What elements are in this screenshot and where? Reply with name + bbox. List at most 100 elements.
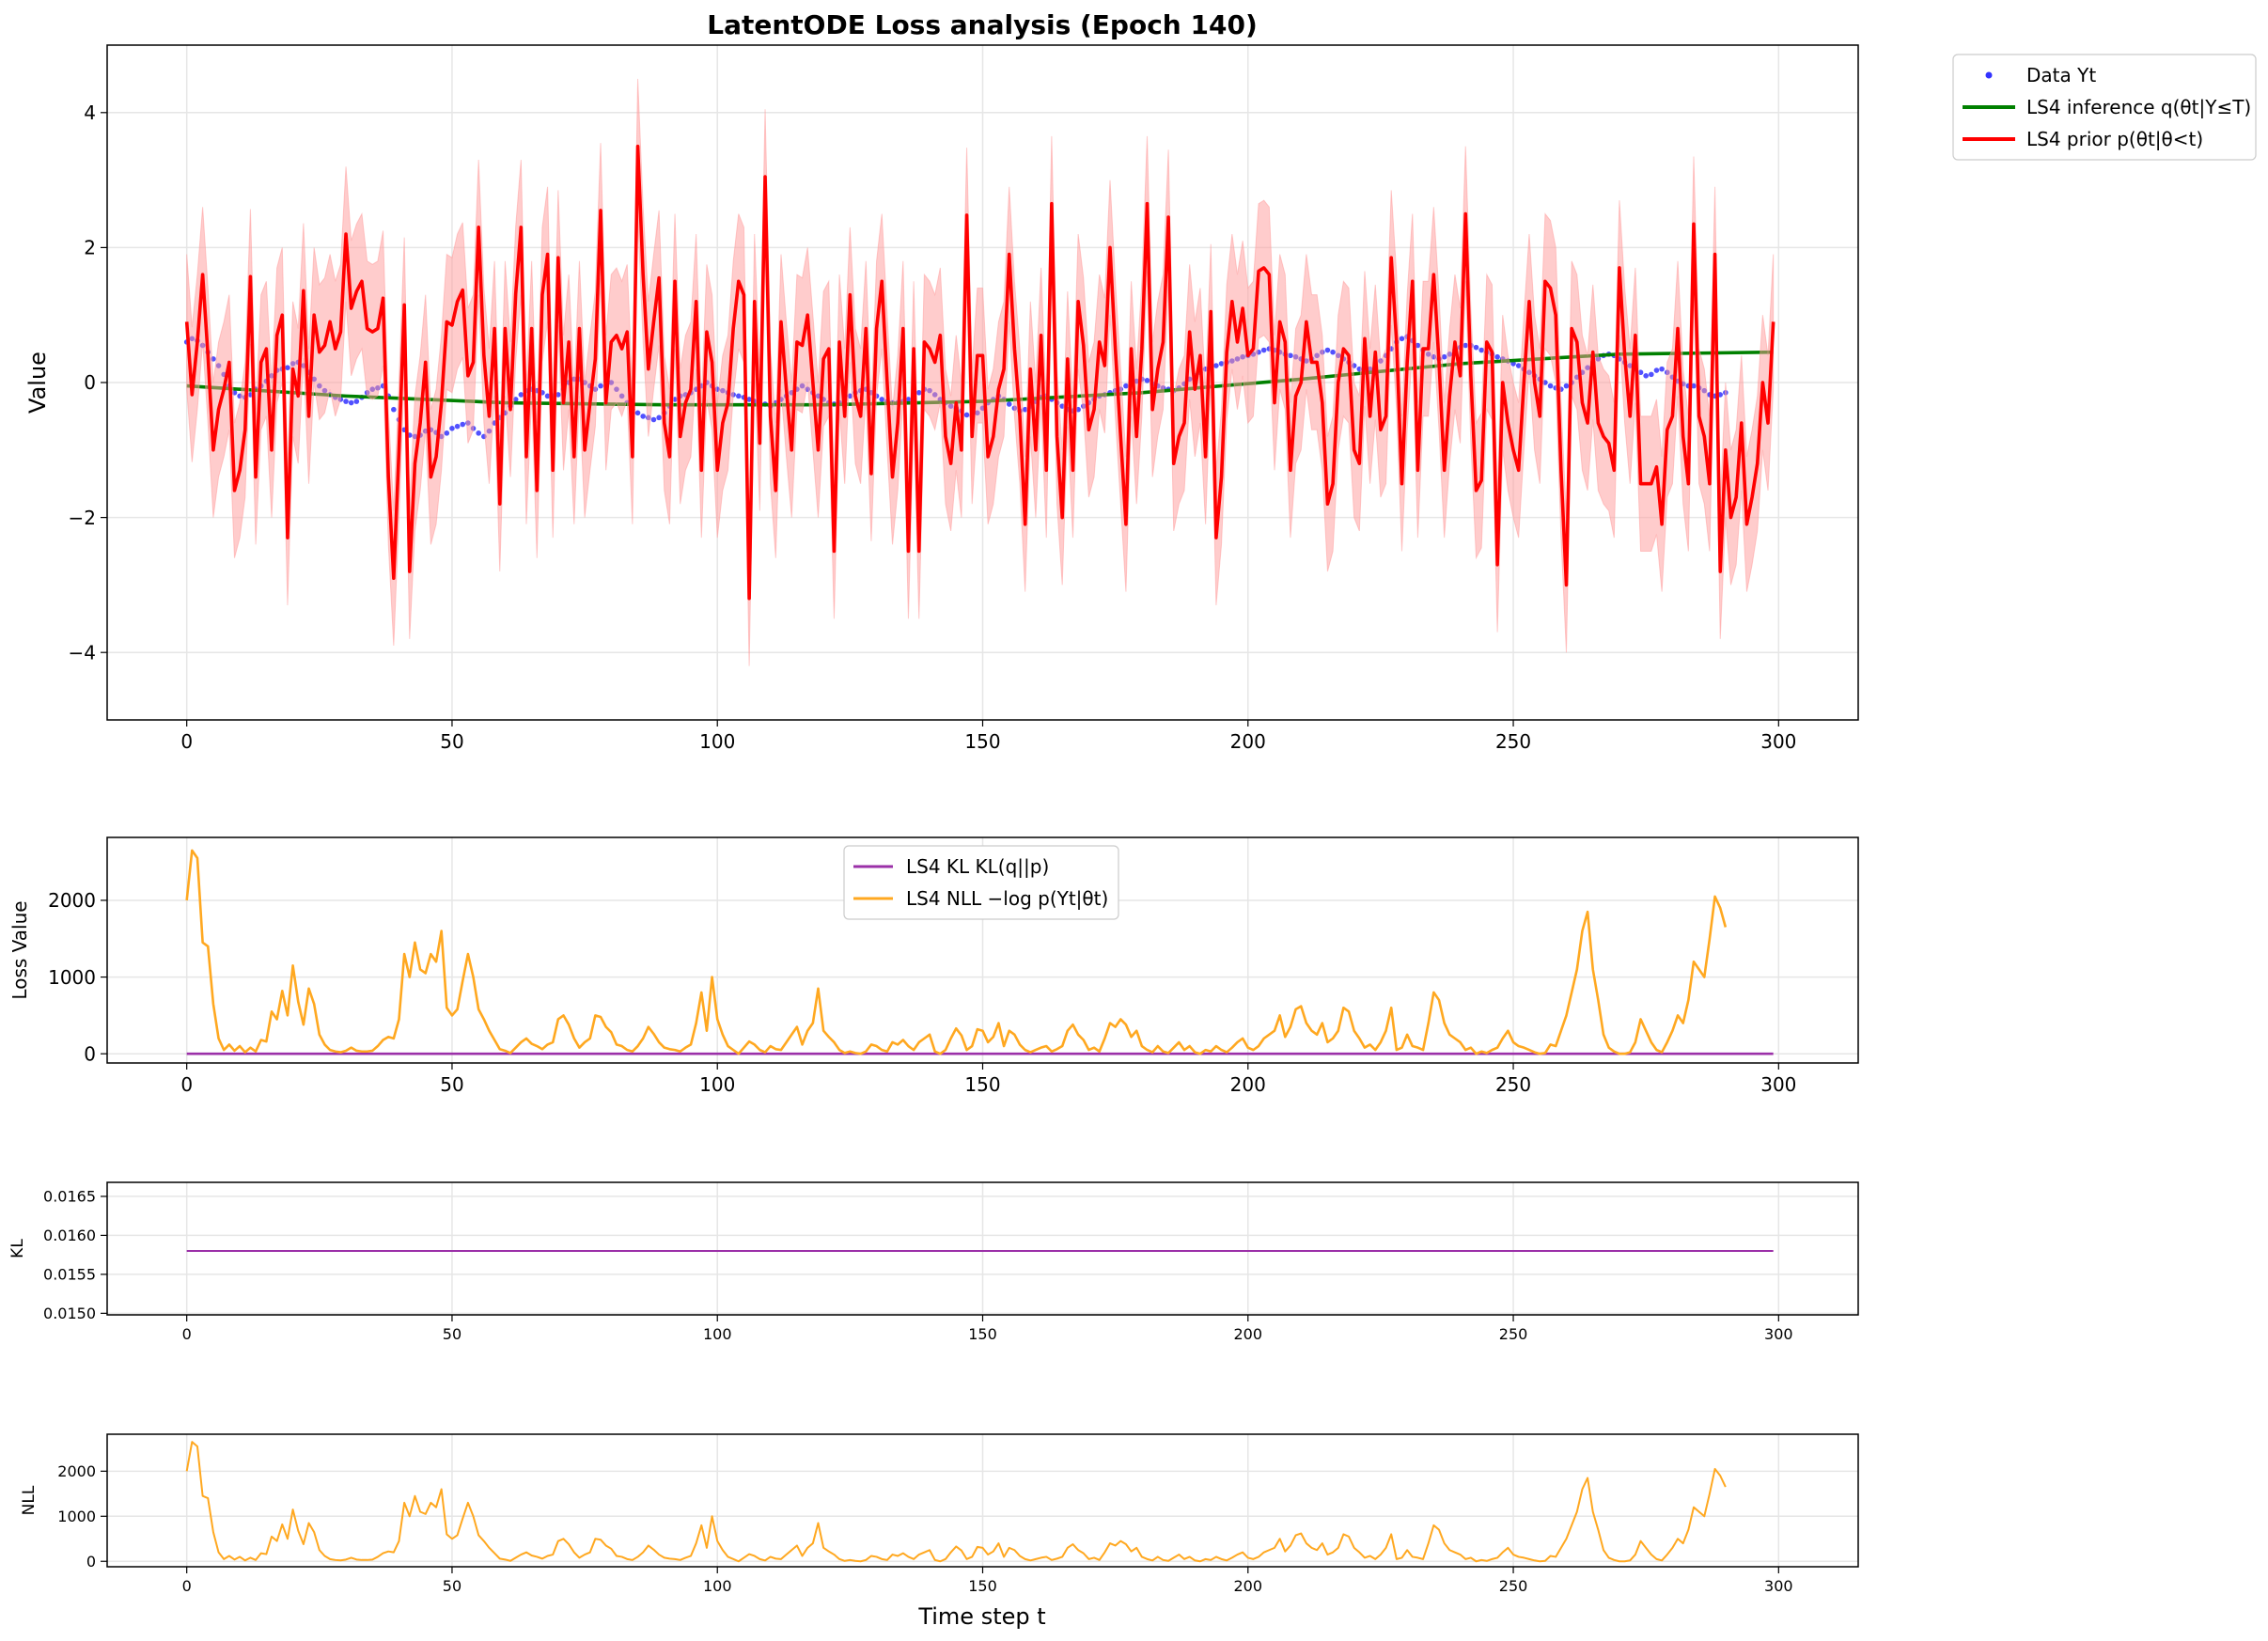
axes-frame: [106, 44, 1859, 721]
x-tick-label: 100: [699, 730, 735, 753]
y-tick-label: 0: [84, 371, 96, 394]
data-point: [1123, 383, 1129, 389]
data-point: [1691, 383, 1697, 389]
nll-line: [185, 1441, 1727, 1563]
data-point: [343, 399, 349, 404]
axes-frame: [106, 836, 1859, 1064]
data-point: [963, 412, 970, 418]
y-axis-label: KL: [8, 1239, 27, 1258]
x-tick-label: 0: [182, 1577, 192, 1595]
data-point: [1260, 347, 1267, 353]
axes-frame: [106, 1181, 1859, 1316]
data-point: [905, 397, 912, 402]
data-point: [454, 423, 461, 430]
data-point: [879, 397, 885, 402]
x-tick-label: 0: [180, 1073, 193, 1096]
legend-label: LS4 inference q(θt|Y≤T): [2026, 96, 2251, 118]
x-tick-label: 100: [699, 1073, 735, 1096]
data-point: [598, 383, 603, 389]
data-point: [1643, 373, 1649, 379]
y-tick-label: 0: [86, 1553, 96, 1571]
x-tick-label: 200: [1230, 1073, 1266, 1096]
data-point: [1494, 353, 1500, 360]
y-axis-label: NLL: [20, 1485, 39, 1515]
y-tick-label: −2: [69, 507, 96, 529]
x-tick-label: 100: [703, 1325, 732, 1343]
data-point: [736, 393, 742, 399]
panel-kl: 0 50 100 150 200 250 300 0.0150 0.0155 0.0160 0.01…: [8, 1181, 1859, 1343]
data-point: [746, 397, 752, 402]
data-point: [1653, 367, 1660, 373]
data-point: [1218, 361, 1225, 367]
legend-box: [843, 845, 1119, 920]
nll-line: [185, 849, 1728, 1055]
y-tick-label: 2: [84, 237, 96, 259]
legend-main: Data Yt LS4 inference q(θt|Y≤T) LS4 prior …: [1952, 54, 2257, 161]
x-tick-label: 50: [440, 730, 463, 753]
data-point: [1510, 361, 1516, 367]
x-tick-label: 300: [1760, 730, 1796, 753]
data-point: [1399, 336, 1405, 342]
data-point: [1213, 363, 1219, 368]
data-point: [391, 406, 397, 413]
data-point: [1324, 347, 1331, 353]
data-point: [449, 426, 455, 431]
prior-uncertainty-band: [186, 78, 1775, 666]
legend-box: [1952, 54, 2257, 161]
data-point: [348, 399, 354, 406]
panel-main: 0 50 100 150 200 250 300 −4 −2 0 2 4 Value Data Yt LS4…: [24, 44, 2257, 753]
x-tick-label: 250: [1499, 1325, 1528, 1343]
x-tick-label: 250: [1495, 1073, 1531, 1096]
y-tick-label: 0.0155: [43, 1266, 96, 1284]
x-tick-label: 150: [968, 1577, 997, 1595]
data-point: [1441, 353, 1447, 360]
data-point: [1330, 349, 1336, 355]
x-axis-label: Time step t: [917, 1603, 1045, 1630]
data-point: [650, 416, 657, 423]
x-tick-label: 300: [1760, 1073, 1796, 1096]
legend-label: LS4 prior p(θt|θ<t): [2026, 128, 2203, 150]
legend-marker-data: [1985, 71, 1993, 79]
legend-label: Data Yt: [2026, 64, 2096, 86]
x-tick-label: 200: [1233, 1325, 1262, 1343]
data-point: [353, 399, 360, 404]
y-tick-label: 4: [84, 102, 96, 124]
data-point: [544, 393, 551, 399]
plot-area: [185, 849, 1774, 1055]
data-point: [1473, 344, 1479, 351]
y-tick-label: 0.0165: [43, 1188, 96, 1206]
plot-area: [185, 1441, 1727, 1563]
legend-label: LS4 KL KL(q||p): [906, 855, 1049, 878]
y-tick-label: 0.0150: [43, 1305, 96, 1322]
x-tick-label: 200: [1230, 730, 1266, 753]
x-tick-label: 50: [443, 1325, 461, 1343]
prior-line: [184, 144, 1775, 601]
data-point: [476, 430, 481, 436]
x-tick-label: 200: [1233, 1577, 1262, 1595]
x-tick-label: 100: [703, 1577, 732, 1595]
y-tick-label: 2000: [48, 889, 96, 912]
x-tick-label: 250: [1495, 730, 1531, 753]
y-tick-label: 0: [84, 1042, 96, 1065]
data-point: [656, 414, 662, 421]
x-tick-label: 250: [1499, 1577, 1528, 1595]
data-point: [444, 430, 450, 436]
data-point: [634, 410, 641, 416]
data-point: [285, 365, 290, 371]
x-tick-label: 300: [1764, 1577, 1793, 1595]
y-tick-label: −4: [69, 641, 96, 664]
x-tick-label: 50: [443, 1577, 461, 1595]
data-point: [640, 414, 646, 419]
data-point: [1478, 347, 1484, 353]
y-tick-label: 1000: [57, 1508, 96, 1525]
data-point: [1288, 352, 1293, 359]
y-tick-label: 1000: [48, 966, 96, 989]
x-tick-label: 50: [440, 1073, 463, 1096]
data-point: [915, 389, 922, 396]
data-point: [1462, 342, 1469, 349]
data-point: [1659, 366, 1665, 372]
axes-frame: [106, 1433, 1859, 1568]
data-point: [460, 421, 466, 428]
y-tick-label: 0.0160: [43, 1227, 96, 1244]
